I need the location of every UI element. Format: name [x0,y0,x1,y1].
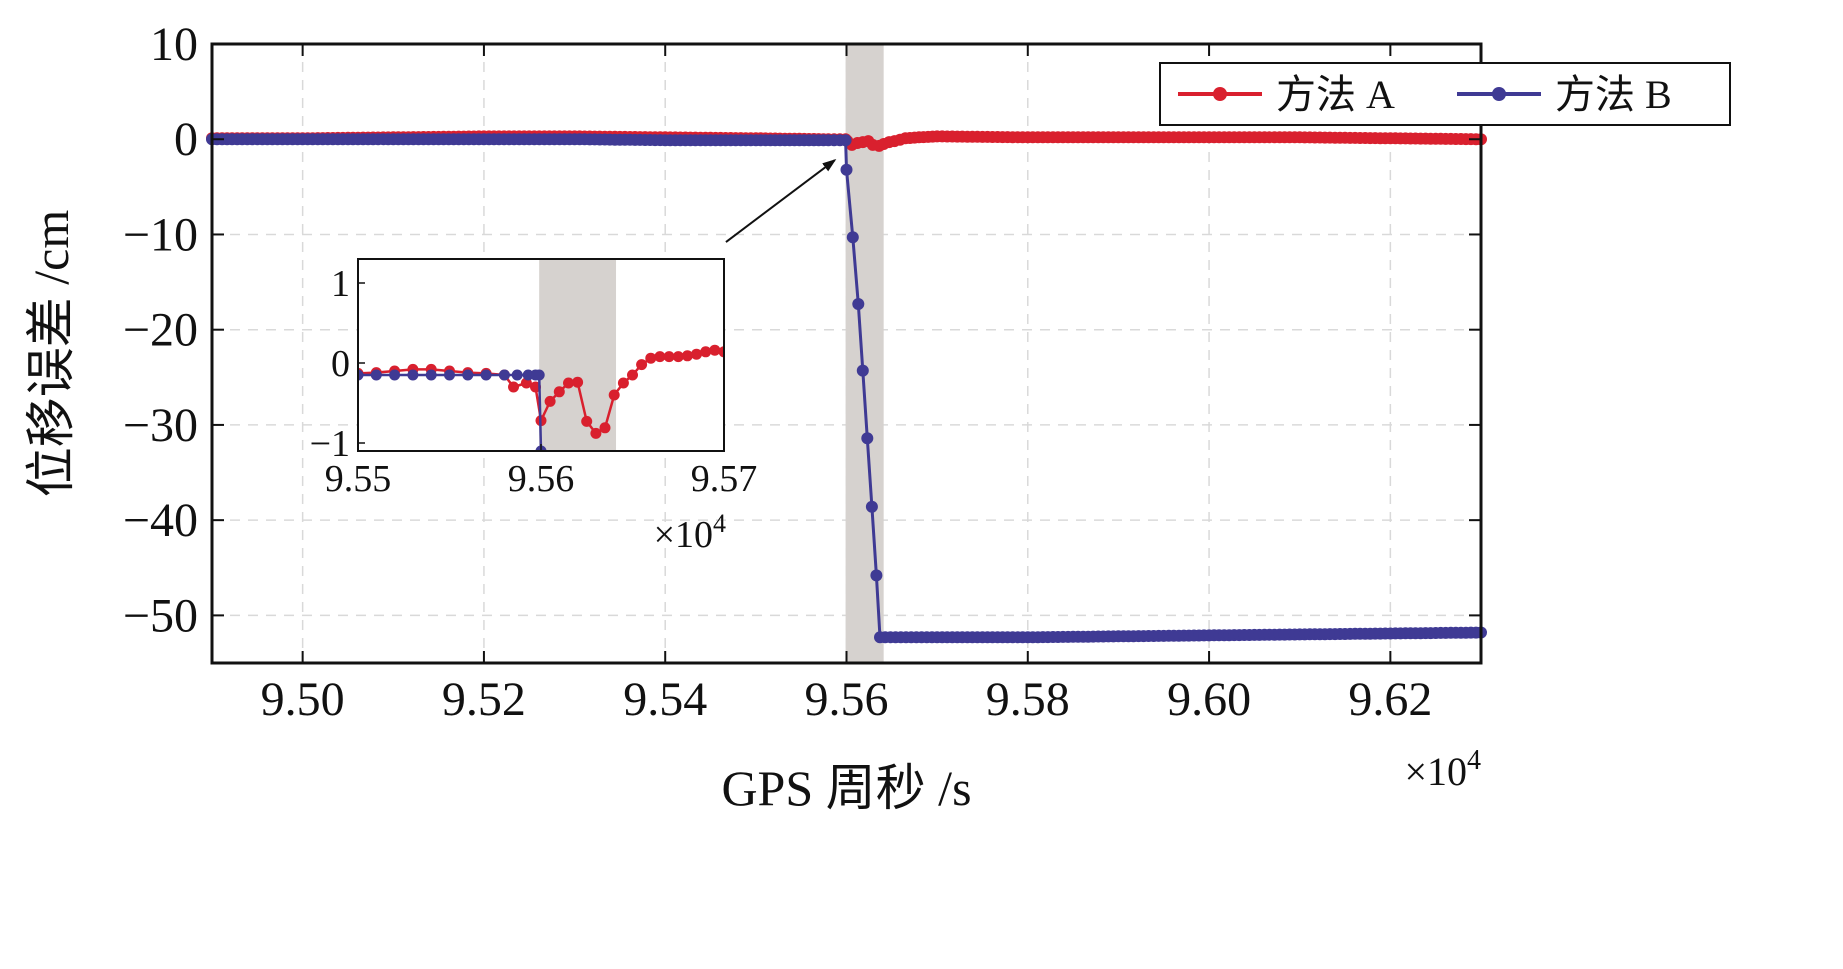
inset-y-tick-label: 1 [331,263,350,305]
y-tick-label: −30 [123,399,198,452]
inset-series-point-0 [508,381,519,393]
inset-x-tick-label: 9.57 [691,458,758,500]
inset-series-point-0 [572,376,584,388]
legend-swatch-marker-a [1213,87,1227,101]
main-series-point-1 [861,432,874,445]
inset-x-tick-label: 9.56 [508,458,575,500]
inset-series-point-0 [553,386,565,398]
inset-series-point-0 [581,415,593,427]
main-axis-ticks: 9.50 9.52 9.54 9.56 9.58 9.60 9.62100−10−20−30… [123,18,1481,726]
inset-series-point-1 [533,369,545,381]
y-tick-label: 0 [174,113,198,166]
x-tick-label: 9.62 [1348,673,1432,726]
inset-series-layer [358,344,724,451]
main-series-point-1 [839,134,852,147]
inset-series-point-1 [407,369,419,381]
inset-series-point-0 [645,352,657,364]
inset-series-point-1 [498,369,510,381]
inset-series-point-0 [563,377,574,389]
inset-x-multiplier-label: ×104 [654,509,726,556]
x-tick-label: 9.50 [261,673,345,726]
legend-swatch-marker-b [1492,87,1506,101]
x-multiplier-label: ×104 [1404,745,1481,794]
inset-series-point-0 [608,389,620,401]
inset-series-point-0 [709,344,721,356]
inset-series-point-0 [636,359,648,371]
inset-chart: 9.55 9.56 9.57 1 0 −1 ×104 [310,258,758,556]
main-series-point-1 [852,298,865,310]
inset-series-point-0 [663,351,675,363]
y-tick-label: −40 [123,494,198,547]
x-tick-label: 9.58 [986,673,1070,726]
inset-series-point-0 [590,427,602,439]
inset-series-point-1 [358,369,364,381]
inset-shade-rect [539,259,617,451]
main-series-layer [206,130,1487,644]
legend: 方法 A 方法 B [1159,62,1731,126]
inset-series-point-0 [672,351,684,363]
x-tick-label: 9.52 [442,673,526,726]
inset-series-point-1 [480,369,492,381]
inset-series-point-0 [700,346,712,358]
x-tick-label: 9.56 [805,673,889,726]
x-tick-label: 9.54 [623,673,707,726]
inset-series-point-1 [389,369,401,381]
main-series-point-1 [870,569,883,582]
y-tick-label: −50 [123,589,198,642]
inset-shaded-region [539,259,617,451]
main-series-point-1 [865,500,878,513]
inset-series-point-0 [718,346,724,358]
inset-y-tick-label: 0 [331,343,350,385]
x-axis-label: GPS 周秒 /s [721,760,971,816]
x-tick-label: 9.60 [1167,673,1251,726]
y-axis-label: 位移误差 /cm [23,210,79,498]
main-series-point-1 [840,163,853,176]
inset-series-point-0 [617,377,629,389]
y-tick-label: 10 [150,18,198,71]
inset-series-point-1 [444,369,455,381]
y-tick-label: −20 [123,304,198,357]
inset-series-point-1 [425,369,437,381]
inset-series-point-0 [654,351,666,363]
inset-series-point-0 [681,350,693,362]
inset-series-point-1 [511,369,523,381]
inset-x-tick-label: 9.55 [325,458,392,500]
legend-label-b: 方法 B [1555,72,1672,117]
inset-series-point-1 [462,369,474,381]
inset-series-1 [358,369,547,451]
legend-label-a: 方法 A [1276,72,1395,117]
main-series-point-1 [846,231,859,244]
main-series-1 [206,133,1487,644]
y-tick-label: −10 [123,208,198,261]
inset-series-point-0 [691,348,702,360]
inset-series-point-0 [627,369,638,381]
inset-series-point-1 [370,369,382,381]
inset-y-tick-label: −1 [310,423,350,465]
inset-axis-ticks: 9.55 9.56 9.57 1 0 −1 [310,263,758,500]
inset-series-point-0 [544,395,556,407]
inset-series-point-0 [599,422,611,434]
annotation-arrow [725,158,837,243]
main-series-point-1 [856,364,869,377]
